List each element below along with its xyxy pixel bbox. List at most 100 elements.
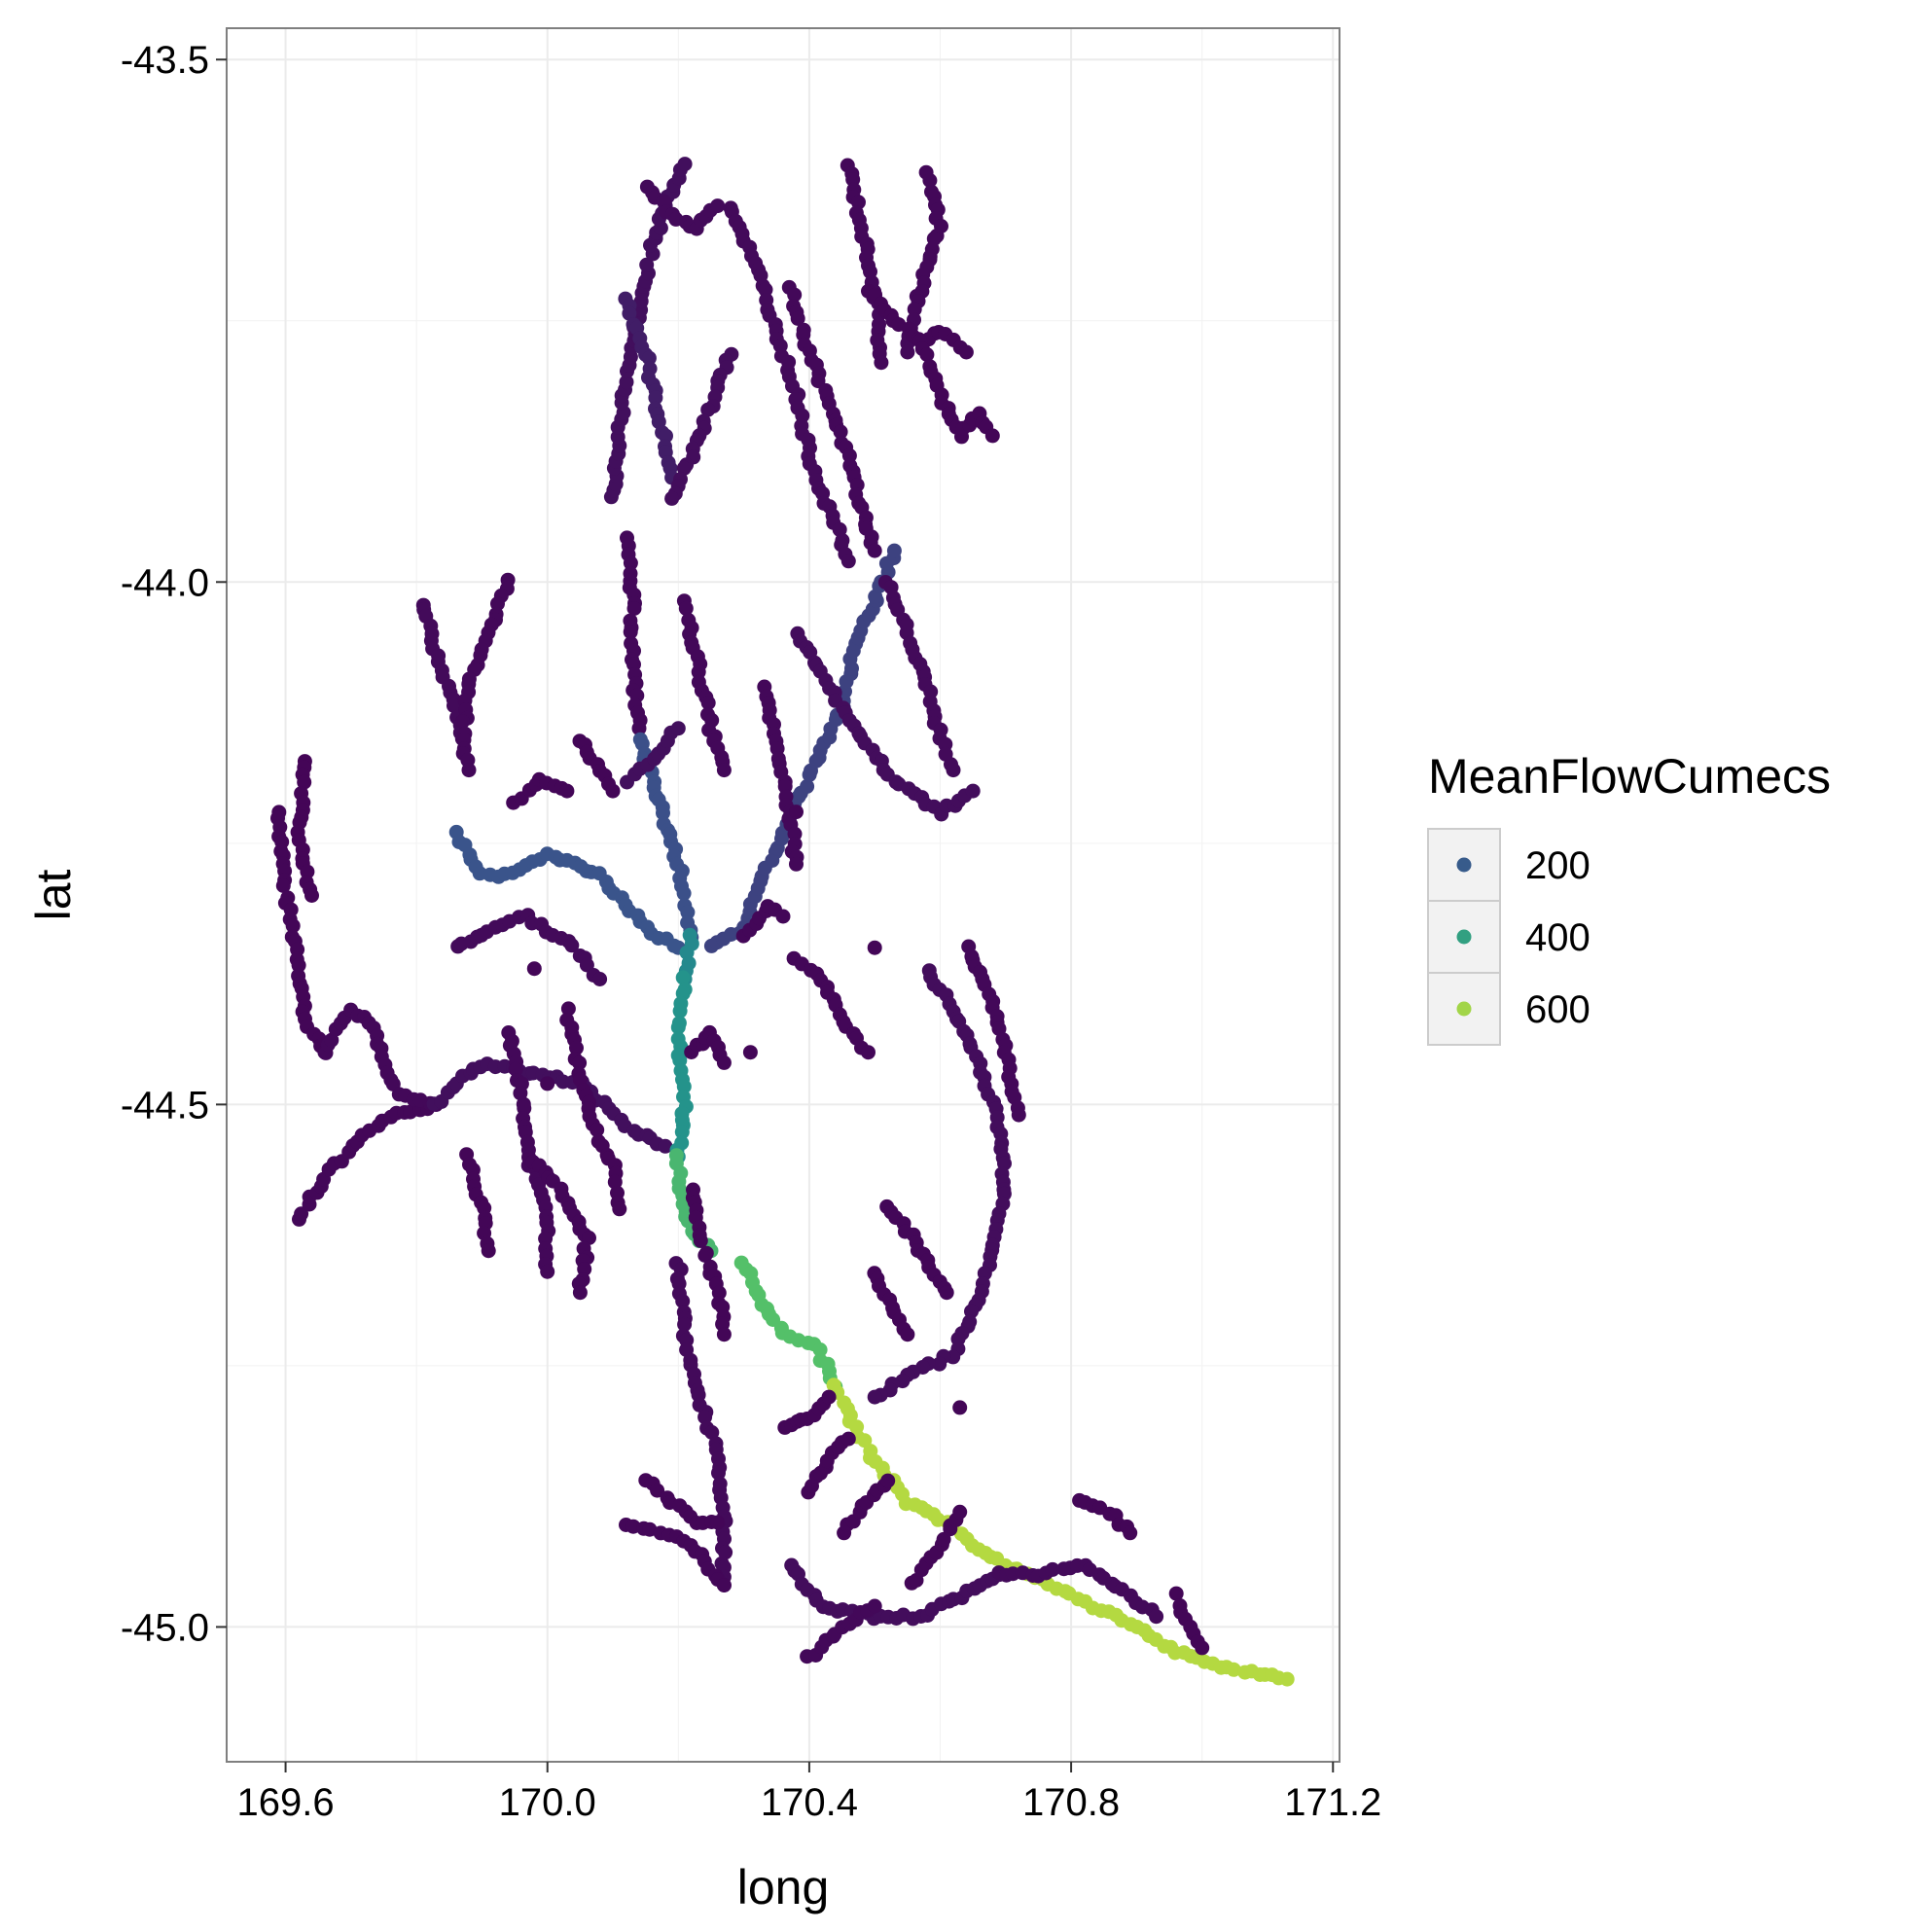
data-point [642, 1521, 658, 1537]
data-point [619, 375, 634, 390]
panel-border [226, 27, 1340, 1763]
x-axis: 169.6 170.0 170.4 170.8 171.2 [237, 1762, 1381, 1824]
data-point [605, 783, 621, 799]
data-point [294, 1206, 309, 1222]
data-point [676, 885, 692, 901]
data-point [677, 1316, 693, 1332]
data-point [300, 864, 315, 879]
legend: MeanFlowCumecs 200 400 600 [1427, 749, 1831, 1046]
data-point [648, 390, 663, 406]
data-point [821, 1389, 837, 1405]
data-point [639, 257, 655, 272]
legend-key-swatch [1456, 1001, 1472, 1017]
data-point [455, 714, 470, 730]
data-point [742, 1045, 758, 1060]
data-point [560, 1001, 576, 1017]
data-point [919, 347, 935, 362]
data-point [675, 970, 691, 985]
data-point [623, 555, 638, 571]
data-point [481, 1243, 496, 1259]
data-point [607, 1174, 623, 1190]
data-point [675, 1294, 691, 1308]
data-point [623, 625, 638, 640]
legend-title: MeanFlowCumecs [1428, 749, 1831, 804]
data-point [1168, 1586, 1184, 1601]
data-point [674, 1125, 690, 1140]
data-point [641, 350, 657, 366]
y-tick-label: -44.0 [121, 561, 209, 604]
data-point [275, 878, 291, 893]
legend-key-label: 600 [1525, 988, 1590, 1031]
data-point [526, 961, 542, 977]
x-tick-label: 170.0 [499, 1781, 596, 1824]
data-point [680, 905, 696, 920]
data-point [540, 1264, 555, 1279]
data-point [812, 1342, 828, 1357]
y-axis-label: lat [26, 869, 81, 920]
data-point [304, 888, 319, 903]
data-point [1226, 1662, 1241, 1677]
data-point [700, 402, 716, 417]
y-axis: -43.5 -44.0 -44.5 -45.0 [121, 39, 227, 1649]
data-points [270, 157, 1295, 1687]
data-point [984, 428, 1000, 444]
data-point [670, 1020, 686, 1035]
data-point [656, 805, 670, 821]
data-point [900, 1327, 915, 1342]
y-tick-label: -45.0 [121, 1606, 209, 1649]
data-point [1011, 1107, 1026, 1123]
data-point [691, 664, 706, 680]
data-point [833, 424, 848, 440]
data-point [677, 157, 693, 172]
data-point [840, 554, 856, 569]
data-point [711, 1285, 727, 1301]
x-tick-label: 171.2 [1284, 1781, 1381, 1824]
data-point [540, 1076, 555, 1091]
data-point [572, 1055, 588, 1071]
data-point [697, 1248, 713, 1263]
data-point [874, 355, 889, 371]
data-point [867, 1389, 882, 1405]
data-point [513, 1086, 528, 1101]
data-point [789, 805, 804, 820]
data-point [291, 957, 306, 973]
data-point [650, 1483, 665, 1498]
data-point [461, 763, 477, 778]
data-point [631, 721, 647, 736]
data-point [907, 302, 922, 317]
data-point [659, 428, 673, 444]
data-point [800, 778, 815, 794]
legend-key-swatch [1456, 857, 1472, 873]
data-point [1149, 1609, 1164, 1625]
data-point [716, 1327, 732, 1342]
legend-keys: 200 400 600 [1427, 828, 1590, 1046]
data-point [672, 1003, 688, 1019]
data-point [958, 344, 974, 360]
data-point [880, 1473, 896, 1488]
data-point [789, 856, 804, 872]
data-point [775, 909, 791, 924]
data-point [700, 696, 716, 710]
data-point [861, 1045, 876, 1060]
data-point [710, 198, 726, 214]
data-point [932, 1356, 947, 1372]
data-point [285, 918, 301, 934]
data-point [946, 763, 961, 778]
major-grid [227, 28, 1340, 1762]
data-point [787, 826, 803, 841]
data-point [1123, 1525, 1138, 1541]
data-point [569, 1040, 584, 1055]
data-point [716, 1578, 732, 1592]
legend-key-swatch [1456, 929, 1472, 945]
data-point [559, 783, 575, 799]
data-point [711, 1465, 726, 1481]
data-point [965, 783, 981, 799]
data-point [612, 1201, 627, 1217]
data-point [1279, 1671, 1295, 1687]
data-point [790, 310, 805, 326]
data-point [664, 490, 680, 506]
data-point [710, 1515, 726, 1530]
data-point [867, 940, 882, 955]
